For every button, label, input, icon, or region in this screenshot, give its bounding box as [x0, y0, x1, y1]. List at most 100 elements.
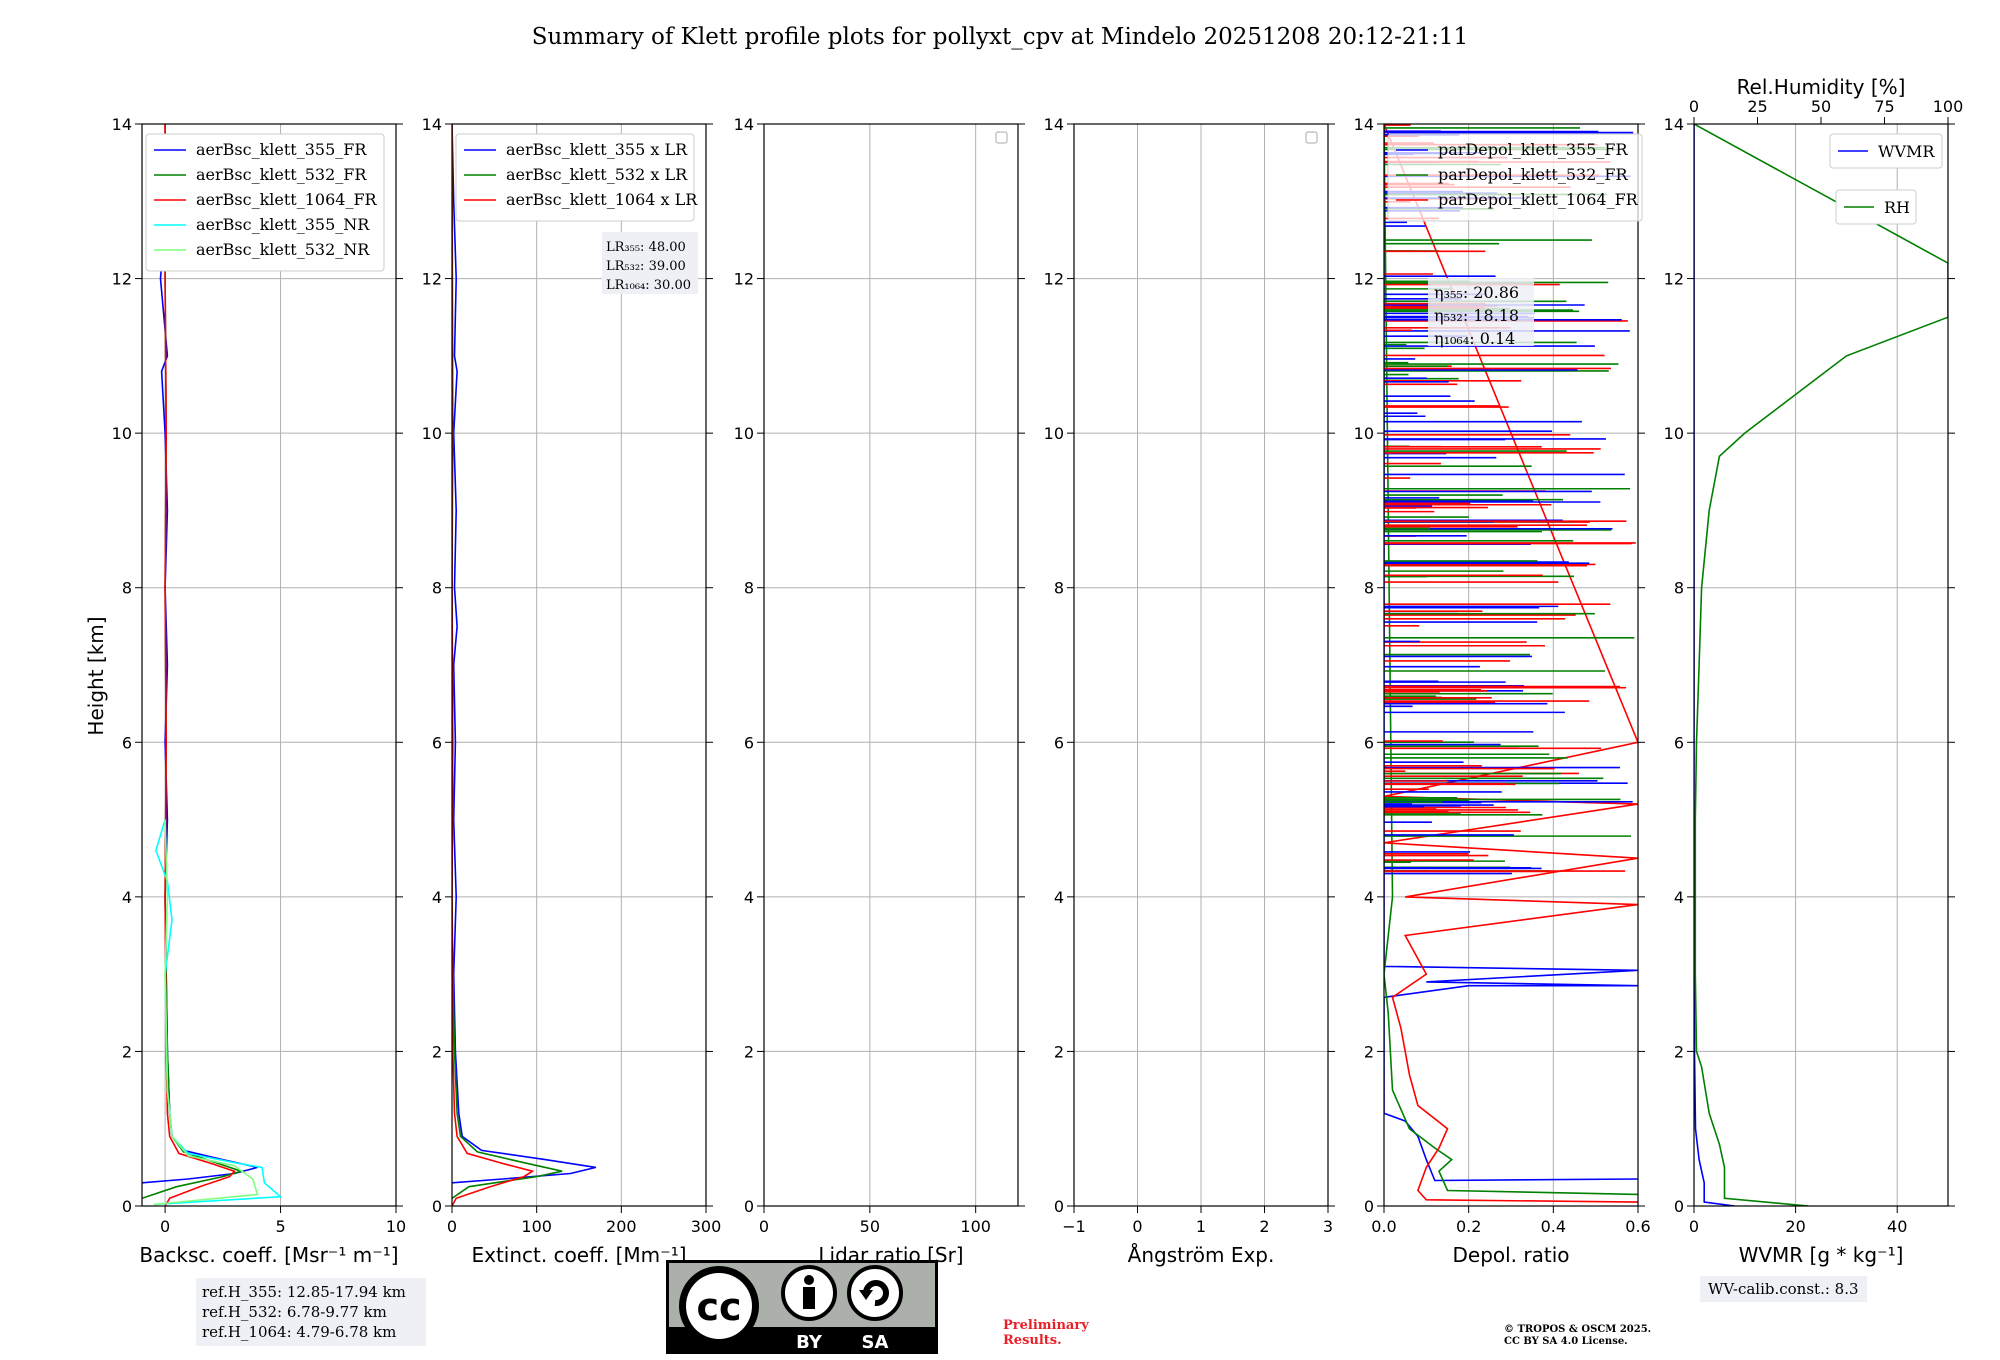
y-tick-label: 6: [744, 733, 754, 752]
series-line-WVMR: [1694, 124, 1735, 1206]
axes-frame: [1383, 123, 1639, 1207]
y-tick-label: 14: [1044, 115, 1064, 134]
figure-title: Summary of Klett profile plots for polly…: [532, 24, 1468, 50]
legend-label: aerBsc_klett_1064_FR: [196, 190, 378, 209]
ref-height-532: ref.H_532: 6.78-9.77 km: [202, 1303, 387, 1321]
cc-text: cc: [696, 1285, 741, 1329]
ref-height-1064: ref.H_1064: 4.79-6.78 km: [202, 1323, 397, 1341]
y-tick-label: 4: [1364, 888, 1374, 907]
y-tick-label: 8: [432, 579, 442, 598]
y-tick-label: 14: [1354, 115, 1374, 134]
top-x-tick-label: 25: [1747, 97, 1767, 116]
series-line-aerBsc_klett_355_NR: [153, 819, 283, 1206]
legend-box: [1387, 133, 1643, 222]
panel-depol: 0 2 4 6 8 10 12 14 0.0 0.2 0.4 0.6 Depol. ratio parDe…: [1354, 115, 1651, 1267]
ref-height-355: ref.H_355: 12.85-17.94 km: [202, 1283, 406, 1301]
panel-extinction: 0 2 4 6 8 10 12 14 0 100 200 300 Extinct. coeff. [Mm…: [422, 115, 722, 1267]
axes-frame: [1693, 123, 1949, 1207]
y-tick-label: 14: [734, 115, 754, 134]
legend-label: aerBsc_klett_355_FR: [196, 140, 367, 159]
x-tick-label: 1: [1196, 1217, 1206, 1236]
x-tick-label: 2: [1259, 1217, 1269, 1236]
cc-sa-label: SA: [862, 1332, 889, 1353]
series-line-RH: [1694, 124, 1948, 1206]
eta-label: η₁₀₆₄: 0.14: [1434, 329, 1515, 348]
axes-frame: [1073, 123, 1329, 1207]
lidar-ratio-box: [602, 232, 698, 294]
eta-label: η₅₃₂: 18.18: [1434, 306, 1519, 325]
copyright-note: © TROPOS & OSCM 2025. CC BY SA 4.0 Licen…: [1504, 1324, 1651, 1348]
x-tick-label: 200: [606, 1217, 637, 1236]
axes-frame: [141, 123, 397, 1207]
series-line-aerBsc_klett_1064_FR: [164, 124, 236, 1206]
y-tick-label: 0: [432, 1197, 442, 1216]
top-x-tick-label: 0: [1689, 97, 1699, 116]
series-line-aerBsc_klett_532_FR: [142, 124, 244, 1200]
series-line-aerBsc_klett_532_NR: [153, 819, 259, 1206]
legend-label: WVMR: [1878, 142, 1935, 161]
y-tick-label: 4: [122, 888, 132, 907]
y-tick-label: 12: [734, 270, 754, 289]
eta-label: η₃₅₅: 20.86: [1434, 283, 1519, 302]
x-tick-label: 300: [691, 1217, 722, 1236]
x-tick-label: 5: [275, 1217, 285, 1236]
legend-label: aerBsc_klett_532_NR: [196, 240, 370, 259]
y-tick-label: 10: [112, 424, 132, 443]
eta-box: [1428, 278, 1534, 346]
axes-frame: [451, 123, 707, 1207]
preliminary-line-1: Preliminary: [1003, 1318, 1089, 1333]
series-line-parDepol_klett_532_FR: [1384, 124, 1638, 1196]
legend-label: aerBsc_klett_532 x LR: [506, 165, 688, 184]
x-axis-label: Ångström Exp.: [1128, 1243, 1275, 1267]
y-tick-label: 8: [122, 579, 132, 598]
y-tick-label: 2: [1054, 1042, 1064, 1061]
x-tick-label: 0: [759, 1217, 769, 1236]
y-tick-label: 12: [112, 270, 132, 289]
copyright-line-1: © TROPOS & OSCM 2025.: [1504, 1324, 1652, 1335]
empty-legend-box: [1305, 131, 1318, 144]
y-tick-label: 12: [1664, 270, 1684, 289]
y-tick-label: 12: [1044, 270, 1064, 289]
x-axis-label: WVMR [g * kg⁻¹]: [1739, 1243, 1904, 1267]
y-tick-label: 4: [1054, 888, 1064, 907]
lidar-ratio-label: LR₅₃₂: 39.00: [606, 259, 686, 274]
x-tick-label: 0.2: [1456, 1217, 1481, 1236]
y-tick-label: 12: [422, 270, 442, 289]
y-tick-label: 2: [432, 1042, 442, 1061]
y-tick-label: 0: [1364, 1197, 1374, 1216]
reference-heights-box: ref.H_355: 12.85-17.94 km ref.H_532: 6.7…: [196, 1278, 426, 1346]
y-tick-label: 8: [1674, 579, 1684, 598]
series-group: [1694, 124, 1948, 1206]
legend-label: aerBsc_klett_355_NR: [196, 215, 370, 234]
panel-wvmr: 0 2 4 6 8 10 12 14 0 20 40 WVMR [g * kg⁻¹] 0 25 50 75 10…: [1664, 75, 1964, 1267]
x-tick-label: 20: [1785, 1217, 1805, 1236]
series-line-aerBsc_klett_355_FR: [142, 124, 258, 1184]
legend-label: parDepol_klett_1064_FR: [1438, 190, 1639, 209]
y-tick-label: 2: [1364, 1042, 1374, 1061]
legend-label: parDepol_klett_532_FR: [1438, 165, 1629, 184]
y-tick-label: 12: [1354, 270, 1374, 289]
x-axis-label: Backsc. coeff. [Msr⁻¹ m⁻¹]: [139, 1243, 398, 1267]
x-tick-label: 100: [960, 1217, 991, 1236]
x-tick-label: 0.4: [1541, 1217, 1566, 1236]
y-tick-label: 10: [1354, 424, 1374, 443]
y-tick-label: 8: [744, 579, 754, 598]
x-tick-label: 0: [1689, 1217, 1699, 1236]
x-axis-label: Extinct. coeff. [Mm⁻¹]: [471, 1243, 686, 1267]
series-group: [1384, 124, 1638, 1203]
y-tick-label: 6: [1054, 733, 1064, 752]
top-x-tick-label: 75: [1874, 97, 1894, 116]
x-tick-label: 100: [521, 1217, 552, 1236]
top-x-axis-label: Rel.Humidity [%]: [1737, 75, 1906, 99]
x-tick-label: 0: [1132, 1217, 1142, 1236]
top-x-tick-label: 50: [1811, 97, 1831, 116]
y-tick-label: 10: [1664, 424, 1684, 443]
y-tick-label: 0: [744, 1197, 754, 1216]
y-tick-label: 0: [1054, 1197, 1064, 1216]
series-line-parDepol_klett_355_FR: [1384, 124, 1638, 1182]
x-tick-label: 50: [860, 1217, 880, 1236]
y-tick-label: 8: [1054, 579, 1064, 598]
